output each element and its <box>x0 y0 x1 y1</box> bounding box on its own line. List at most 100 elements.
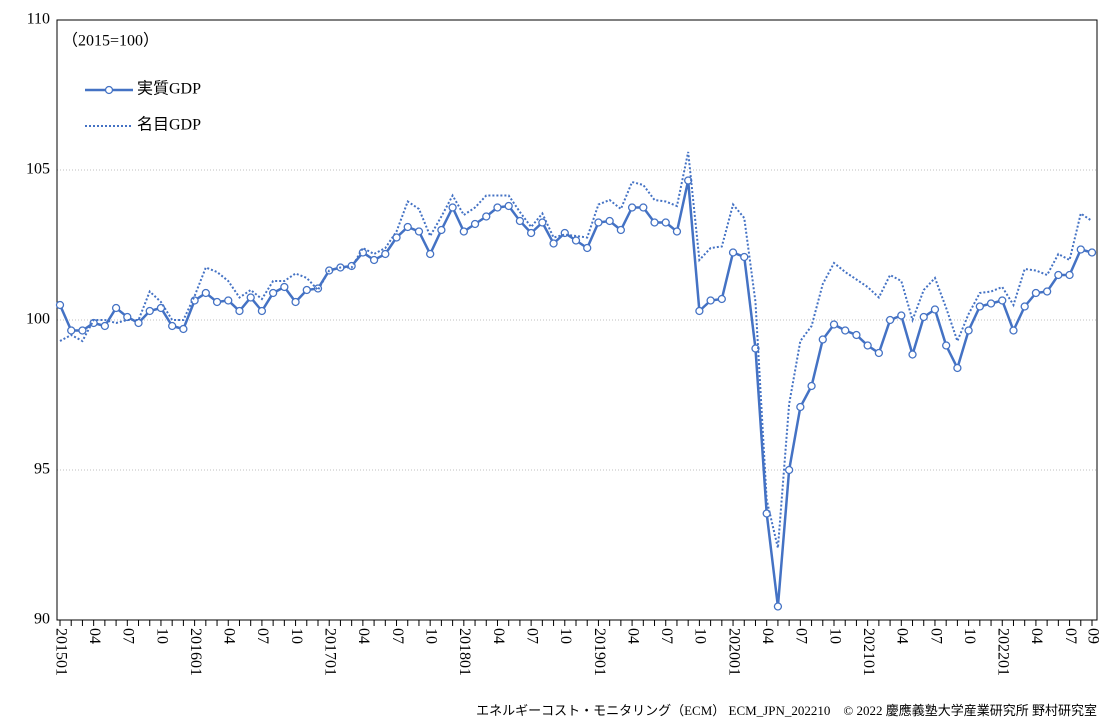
data-point <box>235 306 244 316</box>
x-tick-label: 07 <box>389 628 406 644</box>
data-point <box>134 318 143 328</box>
x-tick-label: 04 <box>624 628 641 644</box>
data-point <box>55 300 65 310</box>
data-point <box>885 315 895 325</box>
data-point <box>145 306 154 316</box>
data-point <box>639 203 648 212</box>
data-point <box>695 306 704 316</box>
data-point <box>807 381 816 391</box>
data-point <box>482 212 491 221</box>
data-point <box>650 218 659 227</box>
y-tick-label: 90 <box>34 611 50 628</box>
y-tick-label: 95 <box>34 461 50 478</box>
x-tick-label: 10 <box>961 628 978 644</box>
data-point <box>111 303 121 313</box>
data-point <box>930 305 940 314</box>
x-tick-label: 10 <box>153 628 170 644</box>
data-point <box>426 249 435 259</box>
x-tick-label: 201901 <box>591 628 608 676</box>
data-point <box>291 297 300 307</box>
source-note: エネルギーコスト・モニタリング（ECM） ECM_JPN_202210 © 20… <box>476 703 1097 718</box>
data-point <box>257 306 267 316</box>
x-tick-label: 202001 <box>725 628 742 676</box>
data-point <box>717 294 726 304</box>
x-tick-label: 07 <box>254 628 271 644</box>
data-point <box>874 348 884 358</box>
data-point <box>493 203 502 212</box>
x-tick-label: 04 <box>759 628 776 644</box>
data-point <box>740 252 749 262</box>
data-point <box>863 341 872 350</box>
data-point <box>1087 248 1097 257</box>
x-tick-label: 10 <box>557 628 574 644</box>
x-tick-label: 202201 <box>995 628 1012 676</box>
data-point <box>224 296 233 305</box>
x-tick-label: 04 <box>894 628 911 644</box>
y-tick-label: 100 <box>26 311 50 328</box>
subtitle: （2015=100） <box>62 32 159 50</box>
x-tick-label: 201801 <box>456 628 473 676</box>
data-point <box>212 297 222 307</box>
data-point <box>369 255 379 265</box>
x-tick-label: 10 <box>288 628 305 644</box>
data-point <box>605 216 614 226</box>
y-tick-label: 110 <box>27 11 50 28</box>
x-tick-label: 10 <box>692 628 709 644</box>
x-tick-label: 07 <box>927 628 944 644</box>
x-tick-label: 07 <box>523 628 540 644</box>
data-point <box>594 218 603 227</box>
legend-label: 実質GDP <box>137 80 201 98</box>
x-tick-label: 09 <box>1084 628 1101 644</box>
data-point <box>616 225 626 235</box>
data-point <box>773 602 783 611</box>
data-point <box>201 288 210 298</box>
data-point <box>1054 270 1063 280</box>
data-point <box>818 335 827 344</box>
data-point <box>1009 326 1018 335</box>
x-tick-label: 10 <box>423 628 440 644</box>
data-point <box>470 219 480 229</box>
data-point <box>908 350 917 359</box>
data-point <box>986 299 996 308</box>
data-point <box>67 326 76 335</box>
data-point <box>672 227 682 236</box>
x-tick-label: 07 <box>658 628 675 644</box>
data-point <box>246 293 255 302</box>
data-point <box>123 312 132 322</box>
data-point <box>583 243 592 253</box>
data-point <box>414 227 424 236</box>
x-tick-label: 07 <box>1062 628 1079 644</box>
series-line <box>59 151 1093 549</box>
data-point <box>168 321 177 331</box>
data-point <box>953 363 962 373</box>
data-point <box>504 201 513 211</box>
x-tick-label: 04 <box>355 628 372 644</box>
data-point <box>627 203 637 212</box>
data-point <box>964 326 973 335</box>
data-point <box>897 311 906 320</box>
x-tick-label: 201701 <box>322 628 339 676</box>
data-point <box>975 302 984 311</box>
data-point <box>538 218 547 227</box>
data-point <box>179 324 188 334</box>
x-tick-label: 07 <box>793 628 810 644</box>
data-point <box>852 330 861 340</box>
data-point <box>661 218 670 227</box>
plot-frame <box>56 19 1098 621</box>
data-point <box>1076 245 1085 254</box>
x-tick-label: 202101 <box>860 628 877 676</box>
legend-marker <box>104 85 114 95</box>
data-point <box>459 227 468 236</box>
data-point <box>919 312 928 322</box>
data-point <box>998 296 1007 305</box>
x-tick-label: 201501 <box>52 628 69 676</box>
data-point <box>1020 302 1029 311</box>
data-point <box>448 203 457 212</box>
data-point <box>403 222 412 232</box>
data-point <box>78 326 87 335</box>
data-point <box>841 326 850 335</box>
data-point <box>571 236 581 245</box>
data-point <box>437 225 446 235</box>
